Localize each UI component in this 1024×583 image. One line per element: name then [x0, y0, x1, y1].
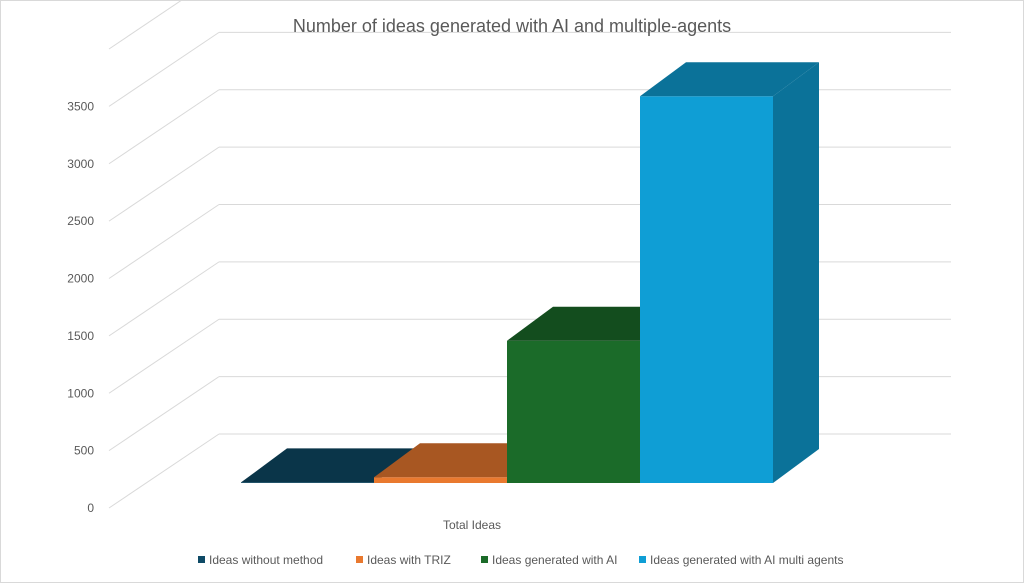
bar-front — [241, 482, 374, 483]
gridline-side — [108, 261, 220, 337]
gridline-side — [108, 89, 220, 165]
legend-swatch — [639, 556, 646, 563]
legend: Ideas without method Ideas with TRIZ Ideas… — [198, 553, 843, 567]
y-tick-label: 1000 — [67, 386, 94, 400]
y-tick-label: 2500 — [67, 214, 94, 228]
y-axis-ticks: 0 500 1000 1500 2000 2500 3000 3500 — [67, 99, 94, 515]
legend-label: Ideas with TRIZ — [367, 553, 451, 567]
y-tick-label: 3500 — [67, 99, 94, 113]
bars — [241, 62, 819, 483]
bar-front — [640, 96, 773, 483]
gridline-side — [108, 31, 220, 107]
x-category-label: Total Ideas — [443, 518, 501, 532]
legend-swatch — [198, 556, 205, 563]
gridline-side — [108, 318, 220, 394]
chart-title: Number of ideas generated with AI and mu… — [293, 16, 731, 36]
legend-item-1: Ideas without method — [198, 553, 323, 567]
legend-label: Ideas generated with AI multi agents — [650, 553, 843, 567]
bar-top — [241, 448, 420, 483]
legend-item-3: Ideas generated with AI — [481, 553, 617, 567]
bar-top — [640, 62, 819, 97]
legend-item-4: Ideas generated with AI multi agents — [639, 553, 843, 567]
bar-front — [374, 477, 507, 483]
gridline-side — [108, 376, 220, 452]
y-tick-label: 2000 — [67, 272, 94, 286]
gridline-side — [108, 204, 220, 279]
gridline-side — [108, 1, 182, 50]
legend-swatch — [481, 556, 488, 563]
gridline-side — [108, 146, 220, 222]
y-tick-label: 1500 — [67, 329, 94, 343]
bar-side — [773, 62, 819, 483]
y-tick-label: 500 — [74, 444, 94, 458]
gridline-side — [108, 433, 220, 509]
bar-front — [507, 340, 640, 483]
legend-label: Ideas generated with AI — [492, 553, 617, 567]
y-tick-label: 0 — [87, 501, 94, 515]
legend-swatch — [356, 556, 363, 563]
legend-item-2: Ideas with TRIZ — [356, 553, 451, 567]
bar-4 — [640, 62, 819, 483]
legend-label: Ideas without method — [209, 553, 323, 567]
y-tick-label: 3000 — [67, 157, 94, 171]
